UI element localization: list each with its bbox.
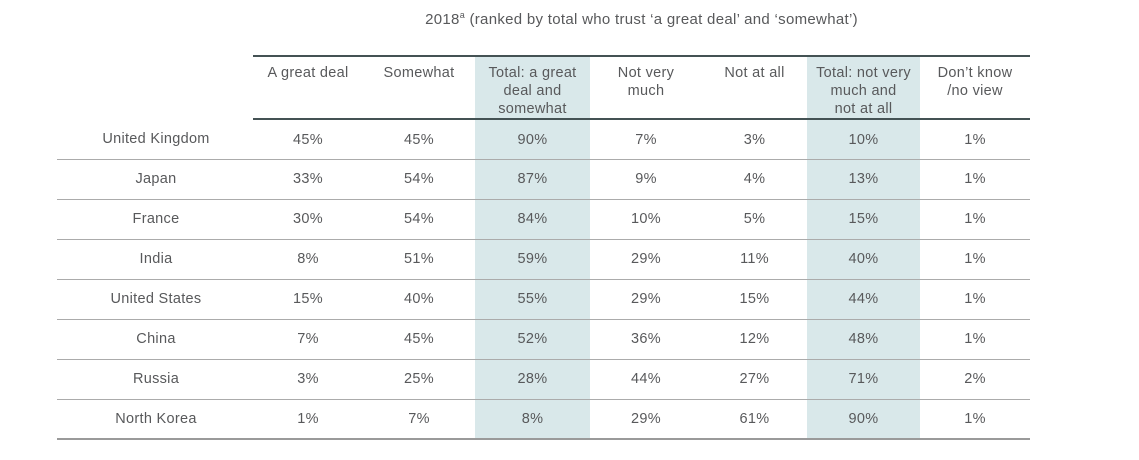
table-row: Russia 3% 25% 28% 44% 27% 71% 2% — [57, 359, 1030, 400]
value-cell: 59% — [475, 239, 590, 280]
table-row: North Korea 1% 7% 8% 29% 61% 90% 1% — [57, 399, 1030, 441]
column-header: Total: a great deal and somewhat — [475, 54, 590, 121]
column-header: Not at all — [702, 54, 807, 121]
value-cell: 40% — [807, 239, 920, 280]
value-cell: 52% — [475, 319, 590, 360]
value-cell: 7% — [253, 319, 363, 360]
value-cell: 3% — [702, 119, 807, 160]
country-label: Japan — [57, 159, 253, 200]
figure-title: 2018a (ranked by total who trust ‘a grea… — [253, 10, 1030, 29]
value-cell: 48% — [807, 319, 920, 360]
value-cell: 33% — [253, 159, 363, 200]
table-row: United Kingdom 45% 45% 90% 7% 3% 10% 1% — [57, 119, 1030, 160]
value-cell: 8% — [475, 399, 590, 441]
value-cell: 36% — [590, 319, 702, 360]
title-footnote-marker: a — [459, 10, 465, 20]
table-row: India 8% 51% 59% 29% 11% 40% 1% — [57, 239, 1030, 280]
value-cell: 84% — [475, 199, 590, 240]
column-header: Don’t know /no view — [920, 54, 1030, 121]
value-cell: 15% — [253, 279, 363, 320]
value-cell: 2% — [920, 359, 1030, 400]
value-cell: 90% — [475, 119, 590, 160]
column-header: A great deal — [253, 54, 363, 121]
table-row: France 30% 54% 84% 10% 5% 15% 1% — [57, 199, 1030, 240]
value-cell: 40% — [363, 279, 475, 320]
value-cell: 61% — [702, 399, 807, 441]
value-cell: 90% — [807, 399, 920, 441]
value-cell: 71% — [807, 359, 920, 400]
value-cell: 3% — [253, 359, 363, 400]
value-cell: 51% — [363, 239, 475, 280]
country-label: Russia — [57, 359, 253, 400]
value-cell: 54% — [363, 199, 475, 240]
value-cell: 11% — [702, 239, 807, 280]
value-cell: 45% — [253, 119, 363, 160]
value-cell: 44% — [807, 279, 920, 320]
value-cell: 13% — [807, 159, 920, 200]
trust-table: A great deal Somewhat Total: a great deal … — [57, 54, 1030, 441]
value-cell: 7% — [363, 399, 475, 441]
title-year: 2018 — [425, 11, 460, 28]
value-cell: 1% — [253, 399, 363, 441]
value-cell: 1% — [920, 119, 1030, 160]
column-header: Not very much — [590, 54, 702, 121]
country-label: France — [57, 199, 253, 240]
value-cell: 1% — [920, 279, 1030, 320]
value-cell: 1% — [920, 239, 1030, 280]
value-cell: 87% — [475, 159, 590, 200]
column-header: Somewhat — [363, 54, 475, 121]
value-cell: 29% — [590, 239, 702, 280]
value-cell: 55% — [475, 279, 590, 320]
value-cell: 10% — [590, 199, 702, 240]
value-cell: 54% — [363, 159, 475, 200]
value-cell: 29% — [590, 279, 702, 320]
value-cell: 1% — [920, 319, 1030, 360]
value-cell: 1% — [920, 159, 1030, 200]
value-cell: 15% — [807, 199, 920, 240]
value-cell: 27% — [702, 359, 807, 400]
value-cell: 4% — [702, 159, 807, 200]
value-cell: 45% — [363, 319, 475, 360]
title-text: (ranked by total who trust ‘a great deal… — [465, 11, 858, 28]
value-cell: 1% — [920, 199, 1030, 240]
value-cell: 45% — [363, 119, 475, 160]
value-cell: 12% — [702, 319, 807, 360]
value-cell: 15% — [702, 279, 807, 320]
column-header: Total: not very much and not at all — [807, 54, 920, 121]
value-cell: 29% — [590, 399, 702, 441]
country-label: India — [57, 239, 253, 280]
value-cell: 10% — [807, 119, 920, 160]
header-row: A great deal Somewhat Total: a great deal … — [57, 54, 1030, 121]
value-cell: 44% — [590, 359, 702, 400]
value-cell: 1% — [920, 399, 1030, 441]
country-label: China — [57, 319, 253, 360]
value-cell: 28% — [475, 359, 590, 400]
country-column-header — [57, 56, 253, 119]
value-cell: 5% — [702, 199, 807, 240]
country-label: United States — [57, 279, 253, 320]
value-cell: 8% — [253, 239, 363, 280]
value-cell: 30% — [253, 199, 363, 240]
table-row: United States 15% 40% 55% 29% 15% 44% 1% — [57, 279, 1030, 320]
value-cell: 7% — [590, 119, 702, 160]
value-cell: 25% — [363, 359, 475, 400]
country-label: United Kingdom — [57, 119, 253, 160]
value-cell: 9% — [590, 159, 702, 200]
table-row: China 7% 45% 52% 36% 12% 48% 1% — [57, 319, 1030, 360]
country-label: North Korea — [57, 399, 253, 441]
table-row: Japan 33% 54% 87% 9% 4% 13% 1% — [57, 159, 1030, 200]
